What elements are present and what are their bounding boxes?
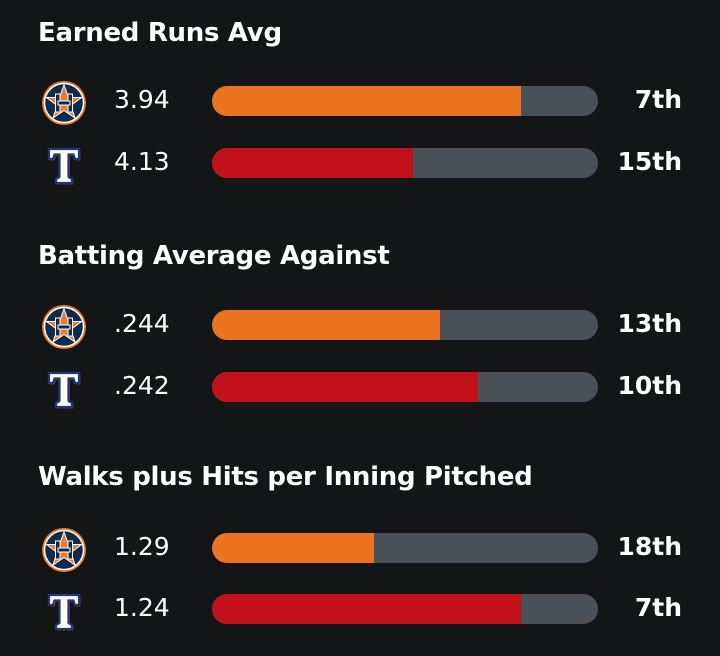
stat-value: .242	[114, 371, 170, 400]
stat-value: 3.94	[114, 85, 170, 114]
league-rank: 10th	[617, 371, 682, 400]
stat-bar-track	[212, 310, 598, 340]
league-rank: 18th	[617, 532, 682, 561]
section-title: Walks plus Hits per Inning Pitched	[38, 462, 533, 492]
section-title: Earned Runs Avg	[38, 18, 282, 48]
rangers-logo-icon	[40, 141, 88, 189]
stat-value: 1.24	[114, 593, 170, 622]
astros-logo-icon	[40, 526, 88, 574]
stat-row-astros: .244 13th	[0, 303, 720, 349]
stat-bar-fill	[212, 533, 375, 563]
stat-bar-track	[212, 533, 598, 563]
stat-row-rangers: .242 10th	[0, 365, 720, 409]
stat-bar-track	[212, 148, 598, 178]
stat-bar-track	[212, 594, 598, 624]
stat-row-rangers: 4.13 15th	[0, 141, 720, 185]
stat-bar-fill	[212, 86, 521, 116]
stat-bar-fill	[212, 372, 479, 402]
stat-bar-fill	[212, 148, 413, 178]
rangers-logo-icon	[40, 365, 88, 413]
stat-value: 4.13	[114, 147, 170, 176]
league-rank: 7th	[634, 593, 682, 622]
league-rank: 15th	[617, 147, 682, 176]
astros-logo-icon	[40, 79, 88, 127]
stat-value: 1.29	[114, 532, 170, 561]
stat-bar-track	[212, 86, 598, 116]
stat-bar-track	[212, 372, 598, 402]
stat-row-astros: 3.94 7th	[0, 79, 720, 125]
league-rank: 7th	[634, 85, 682, 114]
section-title: Batting Average Against	[38, 241, 390, 271]
league-rank: 13th	[617, 309, 682, 338]
rangers-logo-icon	[40, 587, 88, 635]
stat-bar-fill	[212, 594, 521, 624]
stat-row-rangers: 1.24 7th	[0, 587, 720, 631]
stat-value: .244	[114, 309, 170, 338]
stat-row-astros: 1.29 18th	[0, 526, 720, 572]
astros-logo-icon	[40, 303, 88, 351]
stat-bar-fill	[212, 310, 440, 340]
